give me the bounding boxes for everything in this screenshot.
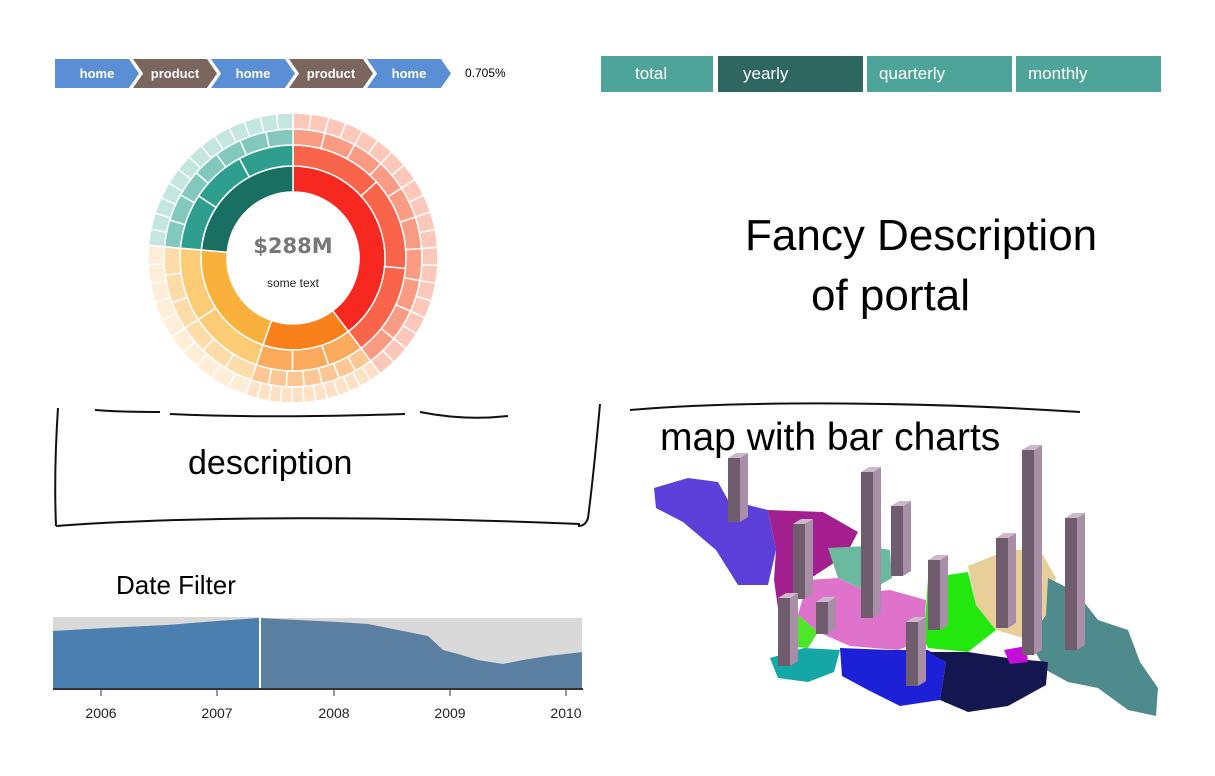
sunburst-segment[interactable] xyxy=(147,244,166,266)
tab-monthly[interactable]: monthly xyxy=(1016,56,1161,92)
sunburst-segment[interactable] xyxy=(259,113,280,134)
map-region-west xyxy=(654,478,776,585)
map-bar[interactable] xyxy=(996,533,1016,628)
portal-description-line2: of portal xyxy=(811,271,970,320)
sunburst-segment[interactable] xyxy=(163,245,182,277)
map-region-south-navy xyxy=(928,652,1048,712)
description-label: description xyxy=(188,444,353,482)
map-with-bars[interactable] xyxy=(628,400,1208,730)
brush-area-selected xyxy=(53,618,260,689)
map-bar[interactable] xyxy=(728,453,748,522)
date-axis-tick-label: 2009 xyxy=(434,705,465,721)
map-label: map with bar charts xyxy=(660,416,1001,459)
sunburst-segment[interactable] xyxy=(403,247,423,282)
breadcrumb: home product home product home xyxy=(55,59,451,88)
sunburst-segment[interactable] xyxy=(292,112,312,131)
map-bar[interactable] xyxy=(906,617,926,686)
breadcrumb-item-product-2[interactable]: product xyxy=(289,59,373,88)
date-axis-tick-label: 2008 xyxy=(318,705,349,721)
tab-quarterly[interactable]: quarterly xyxy=(867,56,1012,92)
map-bar[interactable] xyxy=(778,593,798,666)
map-bar[interactable] xyxy=(1065,513,1085,650)
breadcrumb-item-home-3[interactable]: home xyxy=(367,59,451,88)
sunburst-segment[interactable] xyxy=(420,246,439,267)
breadcrumb-item-product-1[interactable]: product xyxy=(133,59,217,88)
sunburst-segment[interactable] xyxy=(275,112,294,131)
sunburst-segment[interactable] xyxy=(149,279,172,304)
map-region-east-teal xyxy=(1028,578,1158,716)
sunburst-segment[interactable] xyxy=(285,369,306,388)
tab-yearly[interactable]: yearly xyxy=(718,56,863,92)
date-axis-tick-label: 2006 xyxy=(85,705,116,721)
map-bar[interactable] xyxy=(793,519,813,599)
sunburst-segment[interactable] xyxy=(418,228,439,250)
breadcrumb-item-home-1[interactable]: home xyxy=(55,59,139,88)
breadcrumb-item-home-2[interactable]: home xyxy=(211,59,295,88)
sunburst-segment[interactable] xyxy=(147,263,167,285)
map-bar[interactable] xyxy=(1022,445,1042,655)
map-bar[interactable] xyxy=(861,467,881,618)
portal-description-line1: Fancy Description xyxy=(745,211,1098,260)
tab-total[interactable]: total xyxy=(601,56,713,92)
map-bar[interactable] xyxy=(816,597,836,634)
description-box xyxy=(54,403,601,527)
map-region-south-blue xyxy=(840,648,946,706)
date-filter-label: Date Filter xyxy=(116,570,236,600)
breadcrumb-percentage: 0.705% xyxy=(465,66,506,80)
portal-description: Fancy Description of portal xyxy=(745,206,1165,326)
map-bar[interactable] xyxy=(891,501,911,576)
sunburst-center-text: some text xyxy=(267,276,320,290)
sunburst-center-value: $288M xyxy=(253,234,332,258)
sunburst-chart[interactable]: $288M some text xyxy=(140,108,450,408)
map-bar[interactable] xyxy=(928,555,948,630)
date-axis-tick-label: 2007 xyxy=(201,705,232,721)
date-axis-tick-label: 2010 xyxy=(550,705,581,721)
date-filter-brush[interactable]: 2006 2007 2008 2009 2010 xyxy=(48,612,588,722)
